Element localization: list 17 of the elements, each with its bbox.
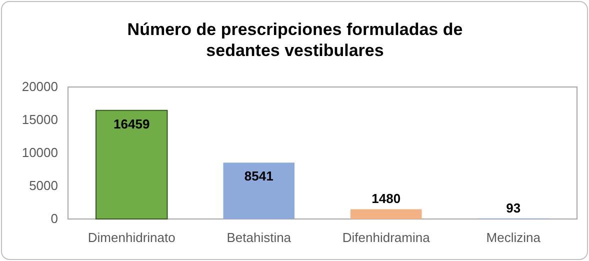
x-tick-label: Betahistina bbox=[226, 230, 292, 246]
chart-title: Número de prescripciones formuladas de sedantes vestibulares bbox=[127, 20, 463, 60]
y-tick-label: 0 bbox=[50, 211, 58, 226]
x-tick-label: Dimenhidrinato bbox=[88, 230, 176, 246]
y-tick-label: 5000 bbox=[29, 178, 58, 194]
data-label: 93 bbox=[506, 200, 521, 216]
x-tick-label: Meclizina bbox=[486, 230, 542, 246]
y-tick-label: 15000 bbox=[22, 112, 58, 128]
bar bbox=[95, 110, 168, 220]
data-label: 8541 bbox=[244, 168, 274, 184]
data-label: 1480 bbox=[372, 191, 401, 206]
x-tick-label: Difenhidramina bbox=[342, 230, 431, 246]
bar bbox=[350, 209, 422, 219]
bar bbox=[223, 162, 295, 219]
y-tick-label: 20000 bbox=[22, 79, 58, 94]
y-tick-label: 10000 bbox=[22, 145, 58, 160]
data-label: 16459 bbox=[114, 116, 150, 132]
